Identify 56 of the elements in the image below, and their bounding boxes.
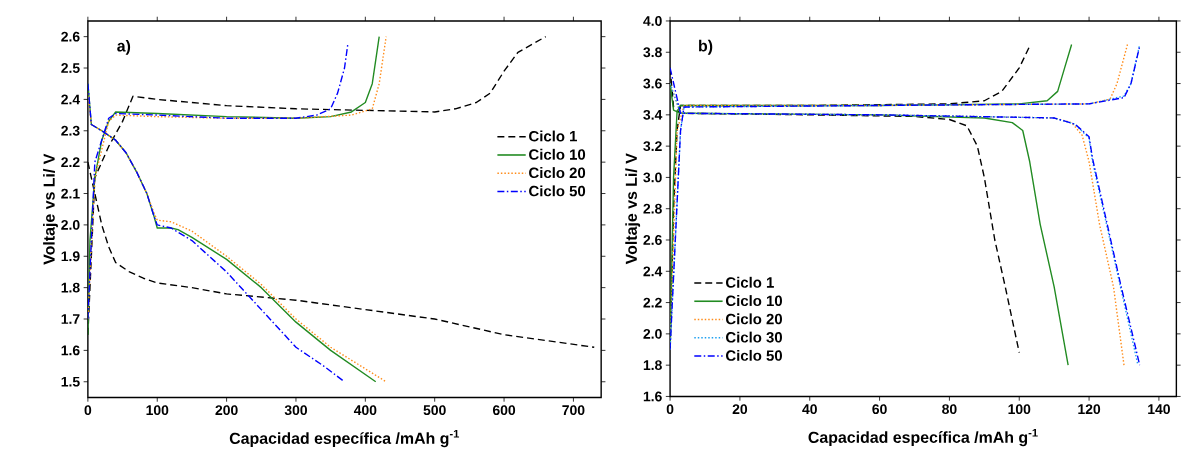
y-tick-label: 2.0	[61, 219, 80, 230]
y-tick-label: 1.7	[61, 314, 80, 324]
y-axis-title: Voltaje vs Li/ V	[625, 153, 641, 265]
y-tick-label: 2.5	[61, 62, 80, 73]
x-tick-label: 400	[353, 405, 377, 415]
y-tick-label: 2.3	[61, 125, 80, 136]
y-tick-label: 1.6	[61, 345, 80, 356]
x-tick-label: 0	[84, 405, 92, 415]
x-tick-label: 500	[423, 405, 446, 415]
x-tick-label: 100	[1008, 404, 1031, 414]
x-tick-label: 80	[942, 404, 957, 414]
legend-label: Ciclo 10	[726, 294, 782, 306]
y-tick-label: 1.5	[61, 376, 80, 387]
y-tick-label: 3.8	[643, 47, 662, 58]
y-tick-label: 1.8	[61, 282, 80, 293]
x-tick-label: 200	[215, 405, 238, 415]
x-tick-label: 700	[562, 405, 585, 415]
legend-label: Ciclo 20	[726, 313, 782, 325]
y-tick-label: 3.4	[643, 109, 663, 120]
annotation: a)	[117, 39, 131, 55]
y-tick-label: 2.4	[61, 94, 81, 105]
x-tick-label: 60	[872, 404, 887, 414]
y-tick-label: 2.1	[61, 188, 80, 199]
y-tick-label: 3.6	[643, 78, 662, 89]
x-tick-label: 40	[802, 404, 817, 414]
y-tick-label: 3.2	[643, 141, 662, 151]
x-tick-label: 140	[1148, 404, 1170, 414]
y-tick-label: 3.0	[643, 172, 662, 183]
x-tick-label: 300	[284, 405, 308, 415]
x-axis-title: Capacidad específica /mAh g$^{-1}$	[808, 428, 1038, 446]
legend-label: Ciclo 10	[529, 148, 586, 160]
legend-label: Ciclo 1	[726, 276, 774, 288]
annotation: b)	[699, 39, 713, 55]
y-tick-label: 2.6	[61, 31, 80, 42]
y-tick-label: 2.0	[643, 328, 662, 339]
y-tick-label: 4.0	[643, 15, 662, 26]
y-tick-label: 1.6	[643, 391, 662, 402]
legend-label: Ciclo 1	[529, 130, 577, 142]
x-tick-label: 100	[146, 405, 169, 415]
y-tick-label: 2.2	[61, 157, 80, 167]
x-axis-title: Capacidad específica /mAh g$^{-1}$	[229, 429, 460, 448]
x-tick-label: 0	[666, 404, 674, 414]
x-tick-label: 120	[1078, 404, 1101, 414]
x-tick-label: 600	[492, 405, 516, 415]
y-tick-label: 2.8	[643, 203, 662, 214]
y-tick-label: 2.4	[643, 266, 663, 276]
legend-label: Ciclo 50	[726, 349, 782, 361]
y-tick-label: 2.2	[643, 297, 662, 308]
y-axis-title: Voltaje vs Li/ V	[43, 153, 58, 265]
legend-label: Ciclo 50	[529, 185, 586, 197]
y-tick-label: 1.9	[61, 251, 80, 262]
x-tick-label: 20	[732, 404, 748, 414]
y-tick-label: 2.6	[643, 234, 662, 245]
y-tick-label: 1.8	[643, 360, 662, 370]
legend-label: Ciclo 30	[726, 331, 782, 343]
legend-label: Ciclo 20	[529, 166, 586, 178]
